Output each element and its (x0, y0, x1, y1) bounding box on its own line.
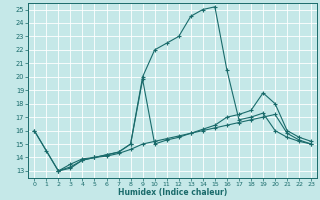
X-axis label: Humidex (Indice chaleur): Humidex (Indice chaleur) (118, 188, 227, 197)
